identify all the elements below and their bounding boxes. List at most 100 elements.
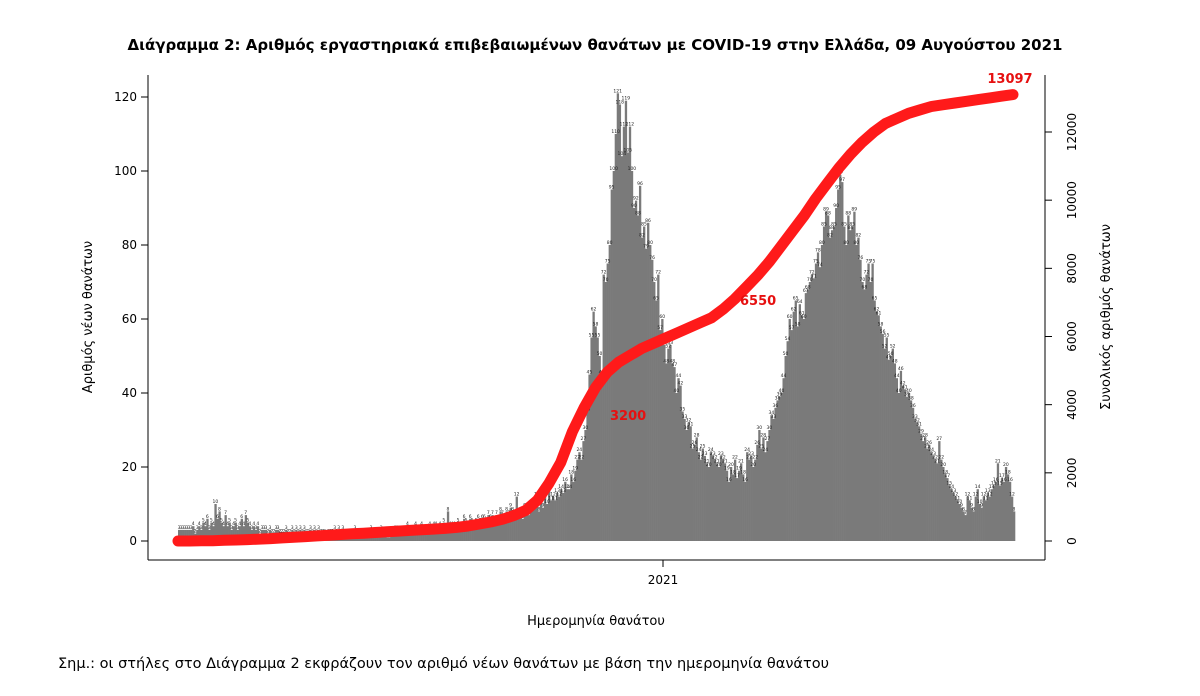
bar [821, 245, 823, 541]
bar [989, 497, 991, 541]
bar-value-label: 16 [1007, 477, 1013, 483]
bar [766, 441, 768, 541]
bar-value-label: 110 [611, 129, 620, 135]
bar-value-label: 7 [244, 510, 247, 516]
bar [687, 423, 689, 541]
bar-value-label: 52 [890, 344, 896, 350]
bar-value-label: 5 [228, 518, 231, 524]
bar-value-label: 16 [562, 477, 568, 483]
bar-value-label: 58 [878, 321, 884, 327]
bar-value-label: 55 [884, 333, 890, 339]
bar [663, 345, 665, 541]
bar [795, 301, 797, 542]
bar-value-label: 4 [192, 521, 195, 527]
right-tick-label: 0 [1065, 537, 1079, 545]
bar-value-label: 26 [926, 440, 932, 446]
bar [776, 400, 778, 541]
bar [772, 419, 774, 541]
bar [817, 252, 819, 541]
bar [815, 264, 817, 542]
bar [760, 449, 762, 542]
bar [902, 386, 904, 541]
bar [999, 486, 1001, 542]
bar-value-label: 21 [738, 458, 744, 464]
bar-value-label: 17 [734, 473, 740, 479]
bar [639, 186, 641, 541]
bar-value-label: 16 [726, 477, 732, 483]
bar [865, 275, 867, 541]
bar [566, 489, 568, 541]
bar [985, 500, 987, 541]
bar [849, 230, 851, 541]
bar [811, 275, 813, 541]
bar-value-label: 5 [234, 518, 237, 524]
bar [780, 393, 782, 541]
bar [1007, 474, 1009, 541]
bar-value-label: 85 [849, 222, 855, 228]
bar-value-label: 4 [242, 521, 245, 527]
right-tick-label: 2000 [1065, 458, 1079, 489]
bar-value-label: 88 [825, 210, 831, 216]
bar-value-label: 48 [663, 358, 669, 364]
bar-value-label: 40 [779, 388, 785, 394]
bar [898, 393, 900, 541]
bar [700, 460, 702, 541]
bar-value-label: 74 [817, 262, 823, 268]
bar [554, 500, 556, 541]
x-axis-ticks: 2021 [648, 560, 679, 587]
bar-value-label: 33 [771, 414, 777, 420]
bar-value-label: 22 [732, 455, 738, 461]
bar [605, 282, 607, 541]
bar [643, 227, 645, 542]
bar [665, 363, 667, 541]
bar-value-label: 24 [762, 447, 768, 453]
bar-value-label: 8 [972, 506, 975, 512]
bar-value-label: 36 [910, 403, 916, 409]
bar-value-label: 80 [819, 240, 825, 246]
annotation-total: 13097 [987, 72, 1032, 87]
bar-value-label: 70 [859, 277, 865, 283]
bar [873, 301, 875, 542]
left-tick-label: 80 [122, 238, 137, 252]
bar-value-label: 14 [975, 484, 981, 490]
bar [839, 175, 841, 541]
bar [683, 419, 685, 541]
bar-value-label: 20 [706, 462, 712, 468]
bar [823, 227, 825, 542]
bar [649, 245, 651, 541]
bar-value-label: 50 [597, 351, 603, 357]
bar [783, 378, 785, 541]
bar [667, 349, 669, 541]
bar [578, 452, 580, 541]
bar [633, 208, 635, 541]
bar-value-label: 8 [537, 506, 540, 512]
bar [669, 345, 671, 541]
bar [774, 408, 776, 541]
bar [685, 430, 687, 541]
bar [920, 434, 922, 541]
chart-title: Διάγραμμα 2: Αριθμός εργαστηριακά επιβεβ… [128, 36, 1063, 54]
bar-value-label: 65 [653, 296, 659, 302]
bar-value-label: 22 [752, 455, 758, 461]
bar-value-label: 12 [1009, 492, 1015, 498]
x-tick-label: 2021 [648, 573, 679, 587]
bar-value-label: 55 [595, 333, 601, 339]
bar-value-label: 21 [722, 458, 728, 464]
bar [750, 456, 752, 541]
bar [764, 452, 766, 541]
bar-value-label: 44 [676, 373, 682, 379]
bar [912, 408, 914, 541]
left-tick-label: 40 [122, 386, 137, 400]
bar-value-label: 25 [700, 444, 706, 450]
bar-value-label: 76 [857, 255, 863, 261]
bar-value-label: 60 [801, 314, 807, 320]
bar [538, 511, 540, 541]
bar [714, 460, 716, 541]
bar [724, 463, 726, 541]
bar [550, 500, 552, 541]
bar-value-label: 16 [570, 477, 576, 483]
bar-value-label: 40 [673, 388, 679, 394]
bar-value-label: 89 [851, 207, 857, 213]
bar-value-label: 112 [626, 122, 635, 128]
bar [934, 460, 936, 541]
